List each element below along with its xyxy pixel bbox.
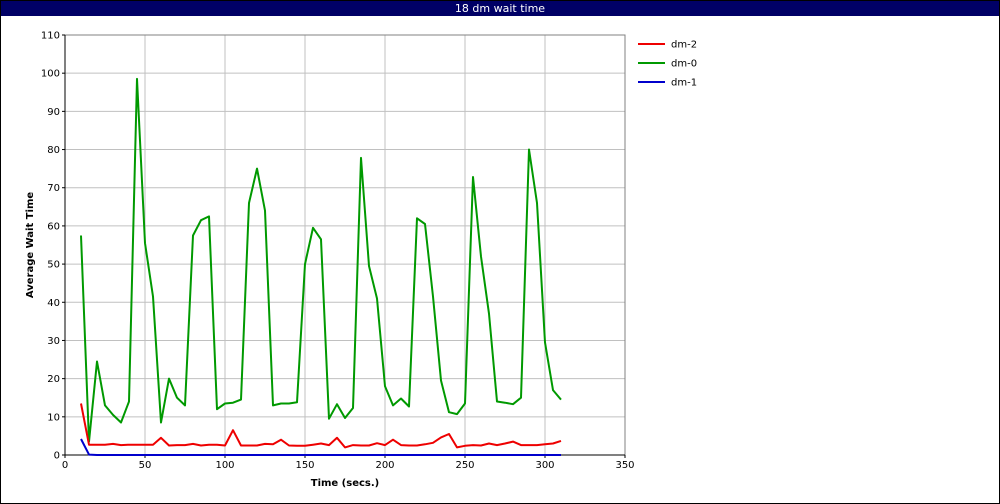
y-tick-label: 10 (47, 412, 60, 423)
series-lines (80, 77, 562, 456)
y-tick-label: 80 (47, 145, 60, 156)
tick-labels: 0 50 100 150 200 250 300 350 0 10 20 30 40 50 60 70 80 90… (41, 31, 635, 472)
window-title: 18 dm wait time (1, 1, 999, 16)
y-tick-label: 90 (47, 107, 60, 118)
y-tick-label: 100 (41, 69, 60, 80)
x-tick-label: 50 (139, 460, 152, 471)
x-tick-label: 0 (62, 460, 68, 471)
series-line-dm-2 (80, 403, 562, 449)
y-tick-label: 40 (47, 298, 60, 309)
legend-label-dm-1: dm-1 (671, 78, 697, 89)
y-tick-label: 50 (47, 260, 60, 271)
legend-label-dm-0: dm-0 (671, 59, 697, 70)
series-line-dm-1 (80, 438, 561, 456)
legend-label-dm-2: dm-2 (671, 40, 697, 51)
legend: dm-2 dm-0 dm-1 (638, 40, 697, 89)
grid-lines (64, 34, 626, 456)
y-tick-label: 20 (47, 374, 60, 385)
x-tick-label: 300 (535, 460, 554, 471)
y-tick-label: 110 (41, 31, 60, 42)
plot-border (64, 34, 626, 456)
y-axis-label: Average Wait Time (25, 192, 36, 299)
y-tick-label: 30 (47, 336, 60, 347)
y-tick-label: 70 (47, 183, 60, 194)
x-tick-label: 250 (455, 460, 474, 471)
x-tick-label: 150 (295, 460, 314, 471)
y-tick-label: 60 (47, 221, 60, 232)
x-axis-label: Time (secs.) (311, 478, 380, 489)
x-tick-label: 200 (375, 460, 394, 471)
x-tick-label: 350 (615, 460, 634, 471)
x-tick-label: 100 (215, 460, 234, 471)
series-line-dm-0 (80, 77, 562, 443)
y-tick-label: 0 (54, 451, 60, 462)
